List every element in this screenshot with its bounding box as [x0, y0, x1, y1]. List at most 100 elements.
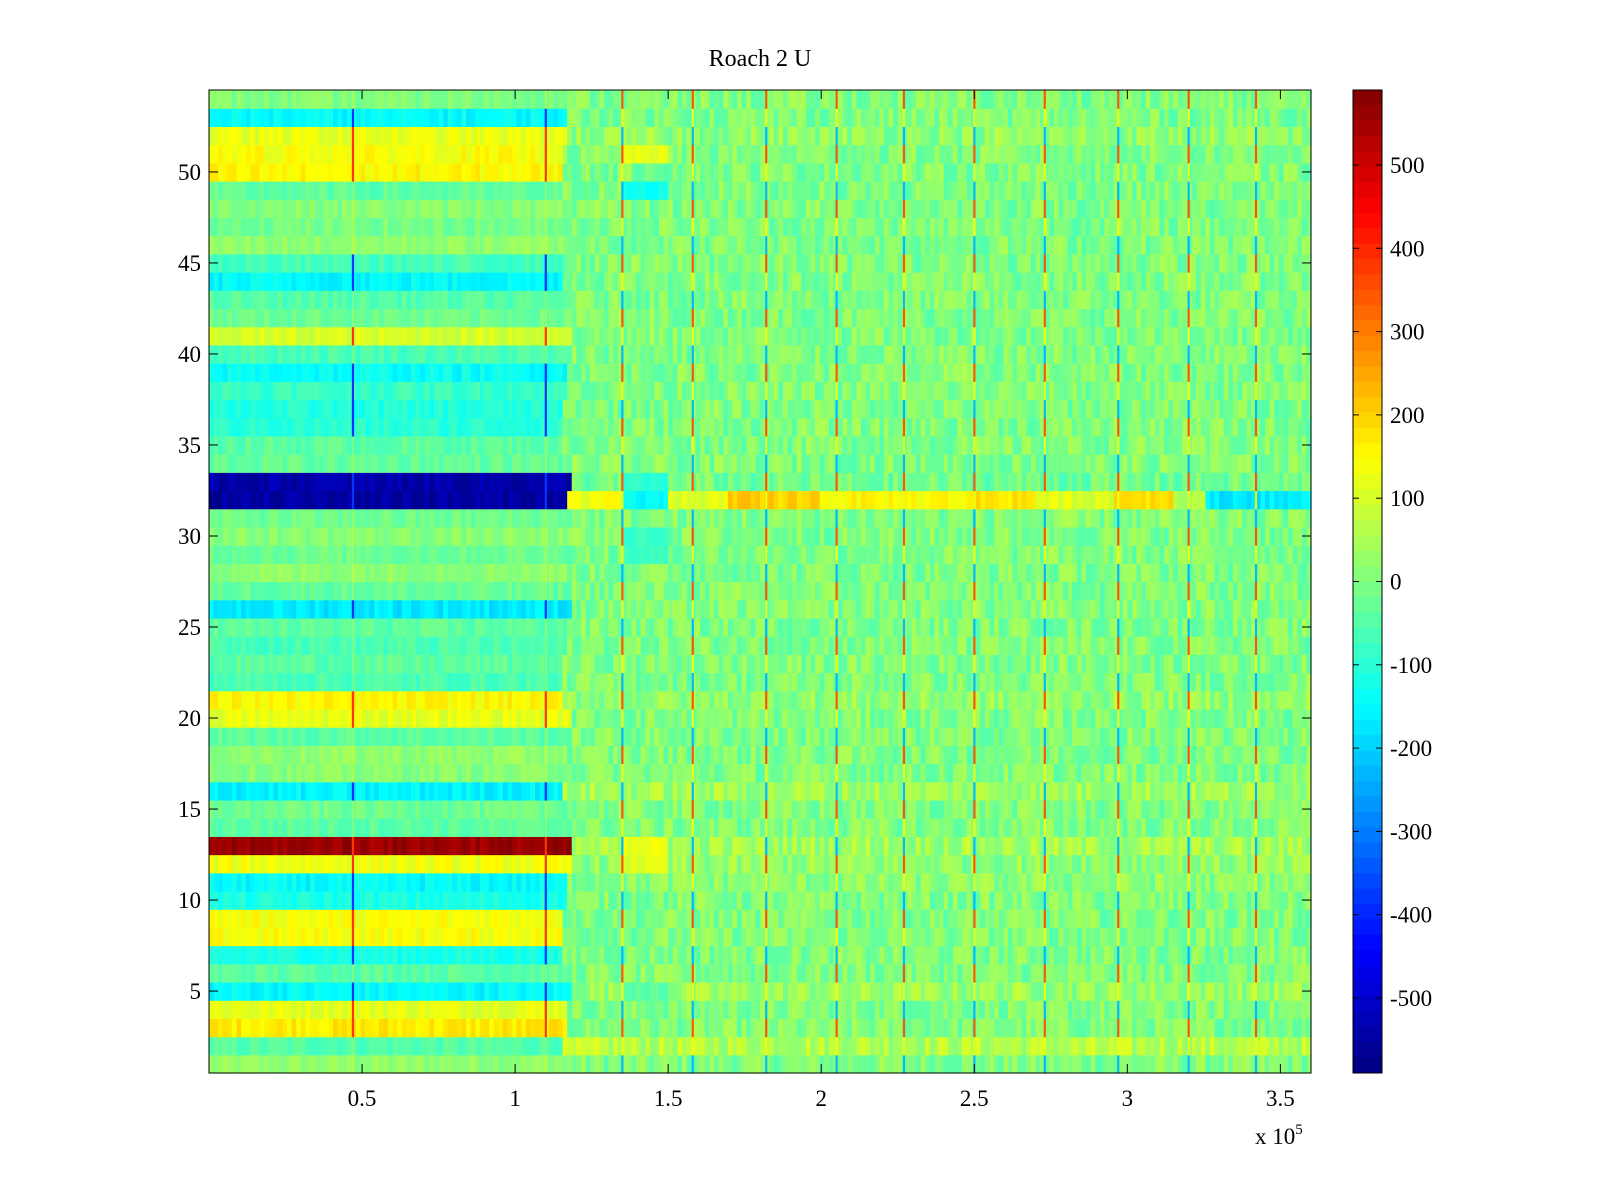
heatmap-cell: [1297, 745, 1302, 764]
heatmap-cell: [742, 745, 747, 764]
heatmap-cell: [1155, 818, 1160, 837]
heatmap-cell: [434, 691, 439, 710]
heatmap-cell: [429, 891, 434, 910]
heatmap-cell: [420, 709, 425, 728]
heatmap-cell: [383, 1000, 388, 1019]
heatmap-cell: [241, 800, 246, 819]
heatmap-cell: [705, 691, 710, 710]
heatmap-cell: [1068, 873, 1073, 892]
heatmap-cell: [953, 709, 958, 728]
heatmap-cell: [755, 764, 760, 783]
heatmap-cell: [250, 764, 255, 783]
heatmap-cell: [310, 836, 315, 855]
heatmap-cell: [687, 1055, 692, 1074]
heatmap-cell: [682, 1000, 687, 1019]
heatmap-cell: [1201, 909, 1206, 928]
heatmap-cell: [709, 1000, 714, 1019]
heatmap-cell: [1058, 800, 1063, 819]
heatmap-cell: [1054, 891, 1059, 910]
heatmap-cell: [1146, 818, 1151, 837]
heatmap-cell: [705, 1018, 710, 1037]
heatmap-cell: [1178, 1055, 1183, 1074]
heatmap-cell: [1201, 855, 1206, 874]
heatmap-cell: [581, 982, 586, 1001]
heatmap-cell: [264, 891, 269, 910]
heatmap-cell: [852, 927, 857, 946]
heatmap-cell: [1003, 1000, 1008, 1019]
heatmap-cell: [347, 964, 352, 983]
heatmap-cell: [999, 964, 1004, 983]
heatmap-cell: [696, 909, 701, 928]
heatmap-cell: [1182, 964, 1187, 983]
heatmap-cell: [1233, 818, 1238, 837]
heatmap-cell: [328, 709, 333, 728]
heatmap-cell: [324, 946, 329, 965]
heatmap-cell: [792, 727, 797, 746]
heatmap-cell: [494, 855, 499, 874]
heatmap-cell: [990, 964, 995, 983]
heatmap-cell: [714, 818, 719, 837]
heatmap-cell: [374, 1000, 379, 1019]
heatmap-cell: [448, 1055, 453, 1074]
heatmap-cell: [967, 727, 972, 746]
heatmap-cell: [1086, 818, 1091, 837]
heatmap-cell: [292, 946, 297, 965]
heatmap-cell: [480, 764, 485, 783]
heatmap-cell: [879, 745, 884, 764]
heatmap-cell: [1072, 764, 1077, 783]
heatmap-cell: [535, 727, 540, 746]
heatmap-cell: [705, 818, 710, 837]
heatmap-cell: [269, 946, 274, 965]
heatmap-cell: [549, 909, 554, 928]
heatmap-cell: [498, 782, 503, 801]
heatmap-cell: [209, 873, 214, 892]
heatmap-cell: [379, 891, 384, 910]
heatmap-cell: [976, 1055, 981, 1074]
heatmap-cell: [397, 691, 402, 710]
heatmap-cell: [852, 909, 857, 928]
heatmap-cell: [576, 1000, 581, 1019]
heatmap-cell: [255, 946, 260, 965]
heatmap-cell: [1132, 946, 1137, 965]
heatmap-cell: [315, 818, 320, 837]
heatmap-cell: [852, 727, 857, 746]
heatmap-cell: [1192, 745, 1197, 764]
heatmap-cell: [480, 1037, 485, 1056]
heatmap-cell: [250, 1000, 255, 1019]
heatmap-cell: [1302, 855, 1307, 874]
heatmap-cell: [563, 836, 568, 855]
heatmap-cell: [875, 727, 880, 746]
heatmap-cell: [737, 927, 742, 946]
heatmap-cell: [278, 709, 283, 728]
heatmap-cell: [241, 1000, 246, 1019]
heatmap-cell: [843, 836, 848, 855]
heatmap-cell: [985, 1037, 990, 1056]
heatmap-cell: [1104, 891, 1109, 910]
heatmap-cell: [608, 1055, 613, 1074]
heatmap-cell: [1127, 873, 1132, 892]
heatmap-cell: [480, 745, 485, 764]
heatmap-cell: [567, 836, 572, 855]
heatmap-cell: [866, 727, 871, 746]
heatmap-cell: [296, 782, 301, 801]
heatmap-cell: [282, 873, 287, 892]
heatmap-cell: [530, 1055, 535, 1074]
heatmap-cell: [434, 727, 439, 746]
heatmap-cell: [1219, 1055, 1224, 1074]
heatmap-cell: [732, 946, 737, 965]
heatmap-cell: [631, 691, 636, 710]
heatmap-cell: [503, 745, 508, 764]
heatmap-cell: [416, 764, 421, 783]
heatmap-cell: [714, 745, 719, 764]
heatmap-cell: [1036, 764, 1041, 783]
heatmap-cell: [241, 873, 246, 892]
heatmap-cell: [824, 727, 829, 746]
heatmap-cell: [443, 1018, 448, 1037]
heatmap-cell: [485, 782, 490, 801]
heatmap-cell: [668, 691, 673, 710]
heatmap-cell: [1095, 1018, 1100, 1037]
heatmap-cell: [1127, 836, 1132, 855]
heatmap-cell: [595, 818, 600, 837]
heatmap-cell: [462, 946, 467, 965]
heatmap-cell: [315, 946, 320, 965]
